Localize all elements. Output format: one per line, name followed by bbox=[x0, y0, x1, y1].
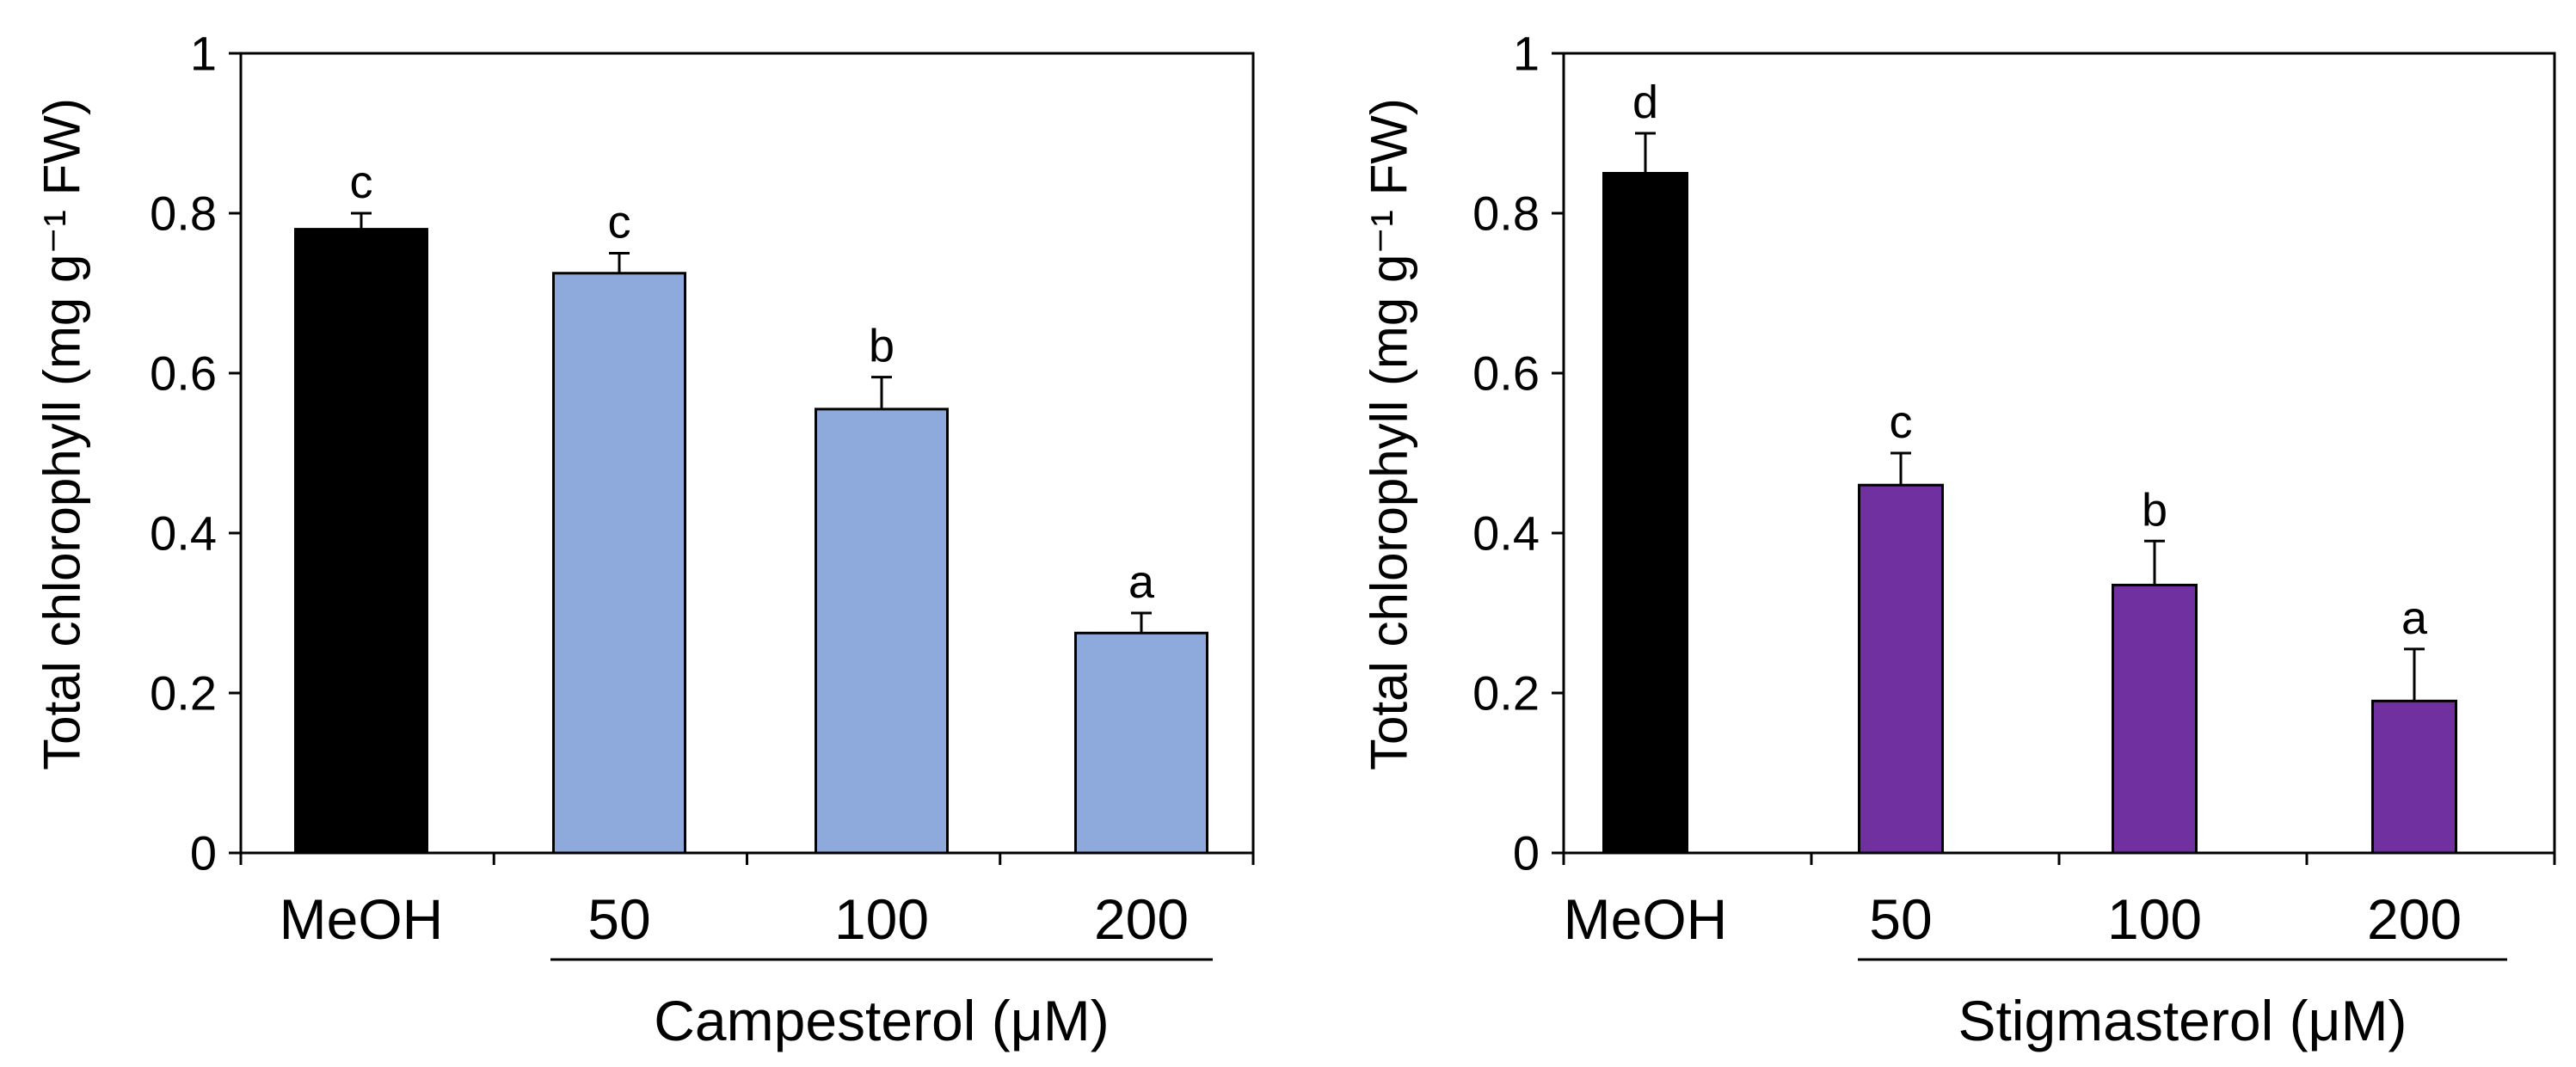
y-tick-label: 0.4 bbox=[1472, 506, 1540, 561]
bar bbox=[552, 272, 686, 855]
y-tick-label: 0 bbox=[1513, 826, 1540, 880]
bar bbox=[815, 408, 949, 855]
x-group-label: Campesterol (μM) bbox=[654, 989, 1109, 1052]
x-category-label: 200 bbox=[2367, 887, 2462, 951]
y-tick-label: 1 bbox=[1513, 27, 1540, 81]
x-category-label: 200 bbox=[1094, 887, 1189, 951]
significance-letter: b bbox=[2142, 484, 2167, 536]
x-category-label: 100 bbox=[834, 887, 929, 951]
y-tick-label: 0.8 bbox=[1472, 187, 1540, 241]
significance-letter: a bbox=[1128, 556, 1155, 608]
y-tick-label: 0 bbox=[190, 826, 217, 880]
y-tick-label: 0.2 bbox=[1472, 666, 1540, 721]
bar bbox=[294, 228, 428, 855]
x-category-label: 50 bbox=[1869, 887, 1932, 951]
y-tick-label: 1 bbox=[190, 27, 217, 81]
significance-letter: a bbox=[2401, 592, 2428, 644]
y-tick-label: 0.8 bbox=[150, 187, 217, 241]
x-category-label: MeOH bbox=[1564, 887, 1728, 951]
significance-letter: b bbox=[869, 321, 895, 372]
significance-letter: d bbox=[1632, 77, 1658, 128]
y-axis-title: Total chlorophyll (mg g⁻¹ FW) bbox=[1361, 98, 1418, 770]
bar bbox=[1074, 631, 1208, 855]
y-tick-label: 0.4 bbox=[150, 506, 217, 561]
bar bbox=[1858, 483, 1944, 855]
bar bbox=[2371, 699, 2457, 855]
x-category-label: 100 bbox=[2107, 887, 2202, 951]
x-group-label: Stigmasterol (μM) bbox=[1958, 989, 2407, 1052]
significance-letter: c bbox=[608, 197, 631, 248]
y-tick-label: 0.6 bbox=[150, 346, 217, 401]
significance-letter: c bbox=[350, 156, 373, 208]
bar bbox=[2112, 583, 2198, 855]
significance-letter: c bbox=[1890, 396, 1913, 448]
campesterol-panel: 0 0.2 0.4 0.6 0.8 1 c MeOH c 50 b 100 a 200 Campestero… bbox=[34, 27, 1255, 1052]
x-category-label: 50 bbox=[587, 887, 650, 951]
y-axis-title: Total chlorophyll (mg g⁻¹ FW) bbox=[34, 98, 91, 770]
y-tick-label: 0.2 bbox=[150, 666, 217, 721]
x-category-label: MeOH bbox=[280, 887, 444, 951]
y-tick-label: 0.6 bbox=[1472, 346, 1540, 401]
stigmasterol-panel: 0 0.2 0.4 0.6 0.8 1 d MeOH c 50 b 100 a 200 Stigmaster… bbox=[1361, 27, 2556, 1052]
bar bbox=[1602, 172, 1688, 855]
